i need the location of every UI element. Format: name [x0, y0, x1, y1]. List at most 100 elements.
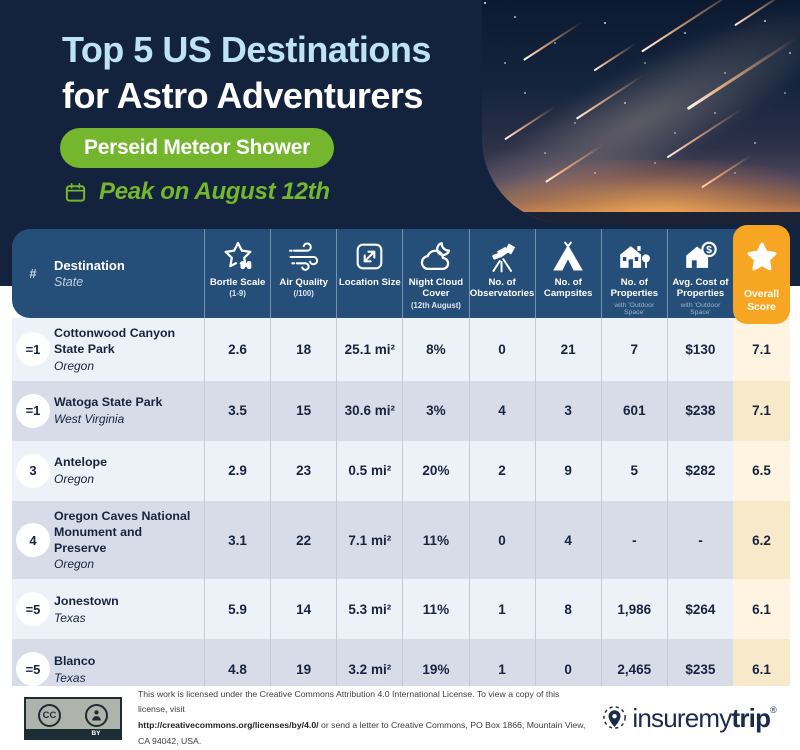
metric-value-cell: 4 [468, 380, 535, 441]
metric-value-cell: 11% [402, 500, 468, 580]
table-body: =1 Cottonwood Canyon State Park Oregon 2.6 1… [12, 318, 790, 700]
table-row: =1 Cottonwood Canyon State Park Oregon 2.6 1… [12, 318, 790, 381]
destination-state: Oregon [54, 472, 95, 487]
metric-value-cell: 0.5 mi² [336, 440, 402, 501]
meteor-streak [523, 21, 583, 61]
horizon-ground [482, 212, 800, 224]
location-pin-icon [602, 705, 629, 732]
destination-name: Jonestown [54, 593, 119, 608]
destination-header-label: Destination [54, 258, 125, 273]
metric-value-cell: 14 [270, 579, 336, 640]
metric-value-cell: 7 [600, 318, 667, 381]
column-header-no-of-campsites: No. of Campsites [534, 229, 601, 318]
tent-icon [550, 238, 586, 275]
destination-cell: Oregon Caves National Monument and Prese… [54, 501, 204, 580]
metric-value-cell: $264 [666, 579, 733, 640]
rank-column-header: # [29, 266, 37, 281]
metric-value-cell: 1 [468, 579, 535, 640]
meteor-shower-photo [482, 0, 800, 224]
metric-value-cell: 3.1 [204, 500, 270, 580]
column-header-label: No. of Campsites [543, 277, 593, 300]
metric-value-cell: 21 [534, 318, 601, 381]
column-header-sub-label: (1-9) [229, 289, 246, 299]
column-header-label: Bortle Scale [209, 277, 266, 288]
column-header-note: with 'Outdoor Space' [614, 301, 655, 317]
rank-badge: =5 [16, 592, 50, 627]
metric-value-cell: 4 [534, 500, 601, 580]
metric-value-cell: 25.1 mi² [336, 318, 402, 381]
metric-value-cell: 2 [468, 440, 535, 501]
overall-score-header-label: Overall Score [744, 289, 779, 313]
peak-date-label: Peak on August 12th [99, 178, 330, 205]
metric-value-cell: $235 [666, 639, 733, 700]
metric-value-cell: 20% [402, 440, 468, 501]
license-line2: or send a letter to Creative Commons, PO… [138, 720, 586, 746]
metric-value-cell: 2.9 [204, 440, 270, 501]
destination-state: Texas [54, 610, 86, 625]
rank-badge: 4 [16, 523, 50, 558]
license-link[interactable]: http://creativecommons.org/licenses/by/4… [138, 720, 319, 730]
metric-value-cell: 3.5 [204, 380, 270, 441]
peak-date-row: Peak on August 12th [64, 178, 330, 206]
metric-value-cell: 8% [402, 318, 468, 381]
metric-value-cell: 19% [402, 639, 468, 700]
metric-value-cell: 4.8 [204, 639, 270, 700]
metric-value-cell: 18 [270, 318, 336, 381]
meteor-streak [593, 42, 637, 72]
destination-state: Texas [54, 670, 86, 685]
metric-value-cell: 23 [270, 440, 336, 501]
table-header-row: # Destination State Bortle Scale (1-9) Air… [12, 225, 790, 324]
metric-value-cell: 19 [270, 639, 336, 700]
metric-value-cell: 30.6 mi² [336, 380, 402, 441]
destination-cell: Cottonwood Canyon State Park Oregon [54, 318, 204, 381]
overall-score-cell: 7.1 [733, 318, 790, 381]
overall-score-cell: 6.1 [733, 579, 790, 640]
metric-value-cell: 5.3 mi² [336, 579, 402, 640]
table-row: =1 Watoga State Park West Virginia 3.5 15 30.… [12, 380, 790, 441]
column-header-note: with 'Outdoor Space' [680, 301, 721, 317]
expand-icon [352, 238, 387, 275]
metric-value-cell: 15 [270, 380, 336, 441]
table-row: =5 Jonestown Texas 5.9 14 5.3 mi² 11% 1 8 1,986 $2… [12, 579, 790, 640]
overall-score-cell: 7.1 [733, 380, 790, 441]
overall-score-column-header: Overall Score [733, 225, 790, 324]
svg-text:$: $ [707, 245, 713, 256]
destination-name: Watoga State Park [54, 395, 163, 410]
column-header-label: No. of Properties [610, 277, 659, 300]
star-icon [742, 238, 782, 283]
table-row: 3 Antelope Oregon 2.9 23 0.5 mi² 20% 2 9 5 $282 6.5 [12, 440, 790, 501]
metric-value-cell: 8 [534, 579, 601, 640]
star-binoculars-icon [220, 238, 256, 275]
destination-name: Blanco [54, 653, 96, 668]
rank-cell: =1 [12, 318, 54, 381]
destination-cell: Watoga State Park West Virginia [54, 381, 204, 441]
metric-value-cell: 2.6 [204, 318, 270, 381]
column-header-no-of-observatories: No. of Observatories [468, 229, 535, 318]
house-dollar-icon: $ [681, 238, 719, 275]
rank-badge: =1 [16, 393, 50, 428]
column-header-bortle-scale: Bortle Scale (1-9) [204, 229, 270, 318]
metric-value-cell: 7.1 mi² [336, 500, 402, 580]
metric-value-cell: 3% [402, 380, 468, 441]
logo-registered-mark: ® [770, 704, 777, 715]
metric-value-cell: - [600, 500, 667, 580]
column-header-night-cloud-cover: Night Cloud Cover (12th August) [402, 229, 468, 318]
house-icon [615, 238, 653, 275]
logo-text-prefix: insuremy [632, 702, 732, 733]
destination-cell: Jonestown Texas [54, 579, 204, 639]
metric-value-cell: 601 [600, 380, 667, 441]
rank-cell: =5 [12, 579, 54, 639]
destination-name: Cottonwood Canyon State Park [54, 326, 176, 356]
metric-value-cell: 2,465 [600, 639, 667, 700]
column-header-no-of-properties: No. of Properties with 'Outdoor Space' [600, 229, 667, 318]
destination-state: Oregon [54, 358, 95, 373]
insuremytrip-logo[interactable]: insuremytrip® [602, 702, 777, 734]
cc-by-badge: CC BY [24, 696, 122, 740]
metric-value-cell: 0 [534, 639, 601, 700]
footer: CC BY This work is licensed under the Cr… [0, 686, 800, 750]
column-header-label: Avg. Cost of Properties [672, 277, 729, 300]
event-badge: Perseid Meteor Shower [60, 128, 334, 168]
destination-column-header: Destination State [54, 229, 204, 318]
column-header-sub-label: (/100) [293, 289, 314, 299]
